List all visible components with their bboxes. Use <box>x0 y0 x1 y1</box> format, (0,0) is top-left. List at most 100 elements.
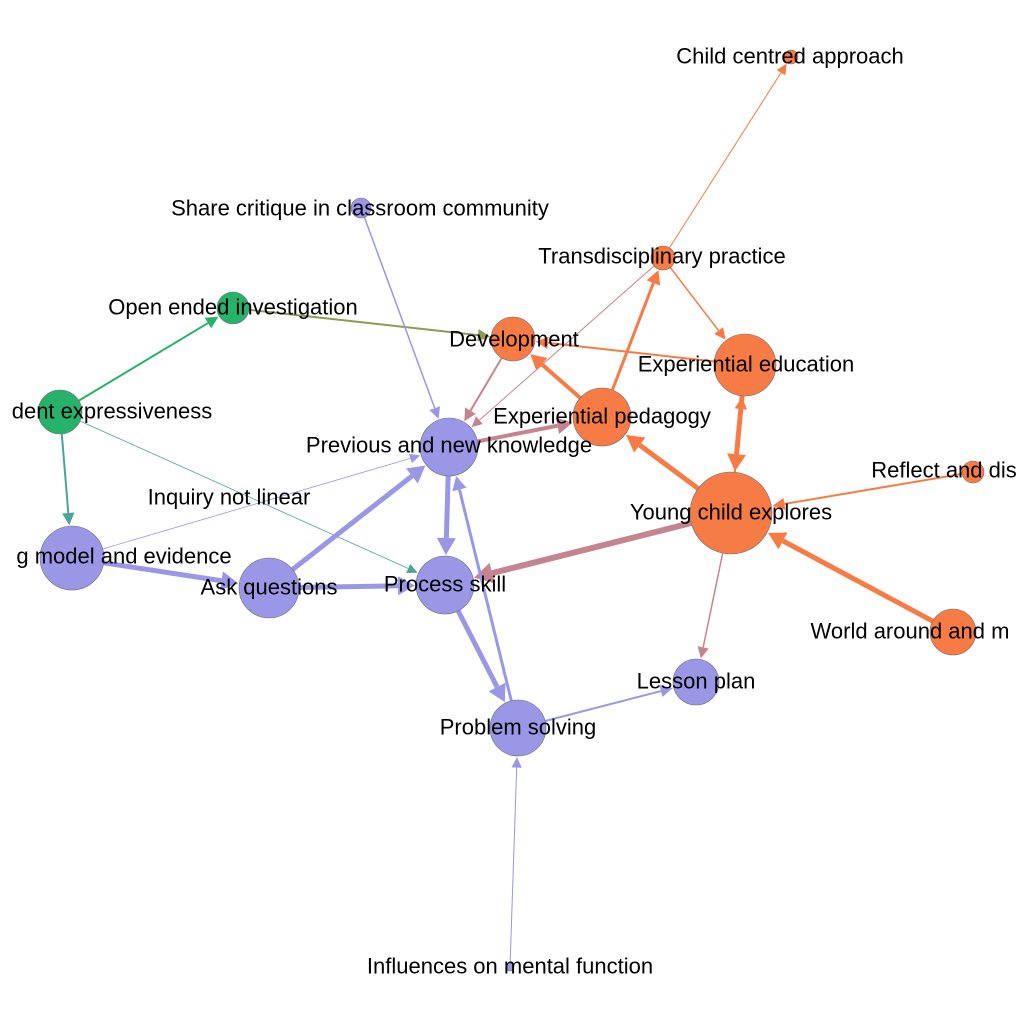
node-development[interactable] <box>490 316 536 362</box>
node-model-evidence[interactable] <box>39 525 105 591</box>
edge-line <box>669 267 720 332</box>
arrowhead-icon <box>62 512 75 526</box>
node-label-experiential-pedagogy: Experiential pedagogy <box>493 404 711 429</box>
edge-problem_solving-to-lesson_plan <box>544 685 673 722</box>
node-previous-new-knowledge[interactable] <box>419 417 479 477</box>
node-label-inquiry-not-linear: Inquiry not linear <box>148 485 311 510</box>
edge-line <box>455 609 500 689</box>
node-share-critique[interactable] <box>350 197 372 219</box>
edge-experiential_pedagogy-to-development <box>530 354 582 400</box>
edge-previous_new_knowledge-to-experiential_pedagogy <box>477 417 573 444</box>
node-transdisciplinary[interactable] <box>650 245 676 271</box>
node-student-expressiveness[interactable] <box>37 389 83 435</box>
arrowhead-icon <box>406 564 418 573</box>
node-child-centred[interactable] <box>783 49 799 65</box>
node-label-reflect: Reflect and dis <box>871 458 1017 483</box>
node-label-model-evidence: g model and evidence <box>16 544 231 569</box>
arrowhead-icon <box>220 571 239 591</box>
node-experiential-pedagogy[interactable] <box>572 387 632 447</box>
node-influences[interactable] <box>505 962 515 972</box>
arrowhead-icon <box>464 407 476 422</box>
arrowhead-icon <box>697 646 709 659</box>
arrowhead-icon <box>204 316 219 329</box>
edge-student_expressiveness-to-open_ended <box>78 316 219 402</box>
edge-line <box>291 474 414 572</box>
node-layer <box>37 49 985 972</box>
node-label-experiential-education: Experiential education <box>638 352 854 377</box>
arrowhead-icon <box>734 396 748 410</box>
arrowhead-icon <box>768 532 788 550</box>
edge-line <box>443 475 451 539</box>
node-label-problem-solving: Problem solving <box>440 715 597 740</box>
edge-young_child-to-process_skill <box>474 520 692 584</box>
edge-line <box>733 408 742 473</box>
edge-previous_new_knowledge-to-process_skill <box>436 475 456 556</box>
label-layer: Child centred approach Share critique in … <box>12 44 1017 979</box>
edge-world_around-to-young_child <box>768 532 934 624</box>
arrowhead-icon <box>452 476 467 492</box>
edge-development-to-previous_new_knowledge <box>464 357 503 422</box>
edge-young_child-to-lesson_plan <box>697 552 724 659</box>
arrowhead-icon <box>535 336 549 350</box>
edge-line <box>298 583 399 590</box>
node-lesson-plan[interactable] <box>672 658 720 706</box>
node-reflect[interactable] <box>961 460 985 484</box>
edge-problem_solving-to-previous_new_knowledge <box>452 476 513 702</box>
edge-line <box>248 308 479 337</box>
edge-influences-to-problem_solving <box>509 756 522 964</box>
edge-line <box>103 560 222 584</box>
arrowhead-icon <box>429 406 440 419</box>
edge-open_ended-to-development <box>248 308 491 342</box>
node-world-around[interactable] <box>929 608 977 656</box>
arrowhead-icon <box>474 562 495 584</box>
edge-transdisciplinary-to-experiential_education <box>669 267 726 340</box>
edge-line <box>638 443 700 491</box>
edge-ask_questions-to-previous_new_knowledge <box>291 465 426 572</box>
node-label-share-critique: Share critique in classroom community <box>171 196 549 221</box>
edge-line <box>78 322 209 402</box>
edge-line <box>540 362 582 400</box>
edge-student_expressiveness-to-process_skill <box>79 420 418 573</box>
arrowhead-icon <box>772 497 786 511</box>
arrowhead-icon <box>626 434 646 453</box>
node-label-open-ended: Open ended investigation <box>108 295 358 320</box>
node-experiential-education[interactable] <box>713 333 777 397</box>
edge-line <box>363 217 436 409</box>
node-problem-solving[interactable] <box>489 699 547 757</box>
edge-reflect-to-young_child <box>772 472 963 511</box>
edge-young_child-to-experiential_education <box>733 396 748 473</box>
edge-line <box>610 282 655 391</box>
edge-line <box>469 357 503 412</box>
arrowhead-icon <box>776 63 787 76</box>
edge-process_skill-to-problem_solving <box>455 609 506 703</box>
node-young-child[interactable] <box>689 471 773 555</box>
edge-line <box>477 423 558 444</box>
edge-line <box>102 457 411 550</box>
edge-transdisciplinary-to-child_centred <box>669 63 787 249</box>
node-label-previous-new-knowledge: Previous and new knowledge <box>306 433 592 458</box>
node-label-child-centred: Child centred approach <box>676 44 903 69</box>
node-label-influences: Influences on mental function <box>367 954 653 979</box>
arrowhead-icon <box>408 453 421 464</box>
edge-line <box>509 767 518 964</box>
node-process-skill[interactable] <box>415 555 475 615</box>
node-ask-questions[interactable] <box>238 557 300 619</box>
edge-model_evidence-to-previous_new_knowledge <box>102 453 421 550</box>
node-label-student-expressiveness: dent expressiveness <box>12 399 213 424</box>
node-open-ended[interactable] <box>216 291 250 325</box>
arrowhead-icon <box>530 354 548 371</box>
edge-line <box>60 433 70 514</box>
node-label-process-skill: Process skill <box>384 572 506 597</box>
edge-experiential_pedagogy-to-transdisciplinary <box>610 270 661 391</box>
arrowhead-icon <box>714 327 726 340</box>
node-label-ask-questions: Ask questions <box>201 575 338 600</box>
arrowhead-icon <box>488 682 506 703</box>
edge-line <box>784 472 963 505</box>
edge-share_critique-to-previous_new_knowledge <box>363 217 440 419</box>
node-label-lesson-plan: Lesson plan <box>637 669 756 694</box>
edge-line <box>781 538 934 624</box>
edge-experiential_education-to-development <box>535 336 715 363</box>
arrowhead-icon <box>555 417 573 434</box>
arrowhead-icon <box>397 576 416 596</box>
